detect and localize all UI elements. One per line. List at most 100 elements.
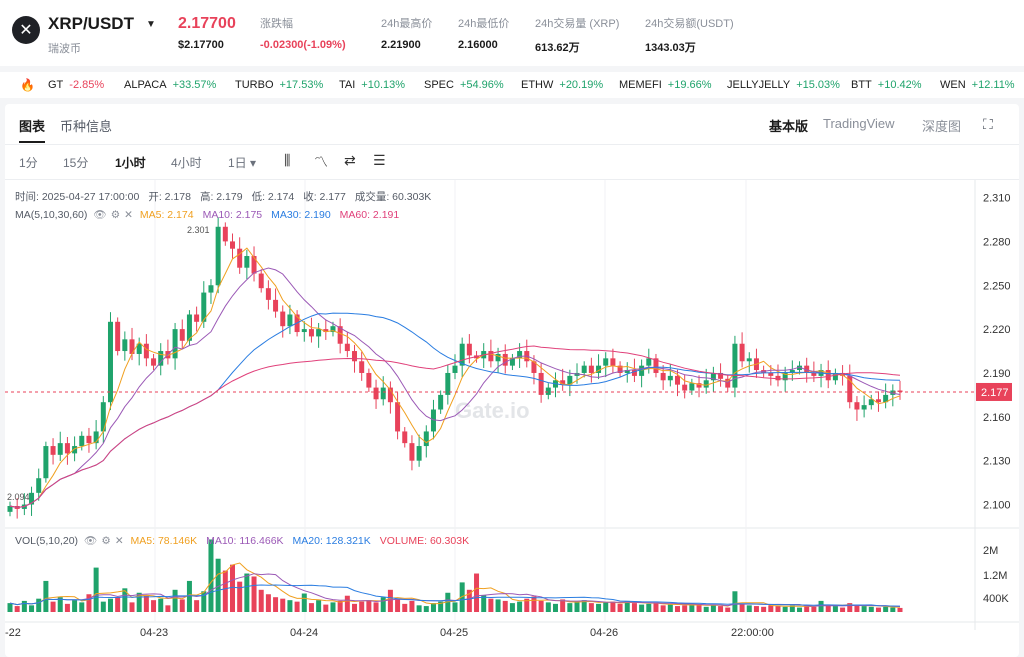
volume-bar — [797, 607, 803, 612]
time-tick-label: 22:00:00 — [731, 627, 774, 639]
candle-body — [158, 351, 164, 366]
price-tick-label: 2.160 — [983, 412, 1011, 424]
ticker-item[interactable]: SPEC +54.96% — [424, 79, 504, 91]
ticker-item[interactable]: GT -2.85% — [48, 79, 105, 91]
ma5-line — [9, 247, 901, 509]
high-marker-label: 2.301 — [187, 225, 210, 235]
candle-body — [237, 248, 243, 268]
view-tradingview[interactable]: TradingView — [823, 116, 895, 131]
ticker-item[interactable]: WEN +12.11% — [940, 79, 1015, 91]
volume-bar — [452, 602, 458, 612]
candle-body — [545, 387, 551, 395]
candle-body — [308, 329, 314, 337]
candle-type-icon[interactable]: ⫼ — [284, 152, 291, 168]
candle-body — [201, 292, 207, 322]
candle-body — [258, 273, 264, 289]
volume-bar — [552, 603, 558, 612]
candle-body — [897, 390, 903, 392]
candle-body — [868, 399, 874, 406]
candle-body — [452, 365, 458, 373]
view-basic[interactable]: 基本版 — [769, 119, 809, 134]
candle-body — [208, 285, 214, 293]
candle-body — [29, 492, 35, 505]
volume-bar — [7, 603, 13, 612]
candlestick-chart[interactable]: 2.310 2.280 2.250 2.220 2.190 2.160 2.130 2.100… — [5, 180, 1019, 657]
settings-icon[interactable]: ⚙ — [101, 535, 111, 547]
candle-body — [316, 329, 322, 337]
ticker-item[interactable]: TAI +10.13% — [339, 79, 406, 91]
candle-body — [603, 358, 609, 366]
volume-bar — [344, 595, 350, 612]
time-tick-label: -22 — [5, 627, 21, 639]
fullscreen-icon[interactable]: ⛶ — [983, 116, 993, 132]
volume-bar — [832, 606, 838, 612]
candle-body — [459, 343, 465, 366]
ticker-item[interactable]: TURBO +17.53% — [235, 79, 324, 91]
volume-bar — [151, 600, 157, 612]
interval-1h[interactable]: 1小时 — [115, 156, 146, 170]
ticker-item[interactable]: ETHW +20.19% — [521, 79, 604, 91]
settings-icon[interactable]: ⚙ — [110, 209, 121, 221]
eye-icon[interactable]: 👁 — [84, 535, 98, 547]
candle-body — [222, 226, 228, 242]
volume-bar — [402, 603, 408, 612]
candle-body — [804, 365, 810, 373]
volume-bar — [502, 600, 508, 612]
candle-body — [696, 383, 702, 388]
pair-dropdown-icon[interactable]: ▼ — [146, 19, 156, 30]
interval-1m[interactable]: 1分 — [19, 156, 38, 170]
candle-body — [890, 390, 896, 395]
view-depth[interactable]: 深度图 — [922, 119, 962, 134]
volume-bar — [617, 603, 623, 612]
candle-body — [624, 370, 630, 373]
interval-1d[interactable]: 1日 ▾ — [228, 156, 257, 170]
current-price-label: 2.177 — [981, 387, 1009, 399]
ticker-item[interactable]: JELLYJELLY +15.03% — [727, 79, 840, 91]
candle-body — [854, 402, 860, 410]
candle-body — [352, 351, 358, 362]
tab-chart[interactable]: 图表 — [19, 119, 46, 134]
volume-bar — [517, 601, 523, 612]
candle-body — [653, 358, 659, 373]
volume-tick-label: 400K — [983, 593, 1009, 605]
interval-15m[interactable]: 15分 — [63, 156, 89, 170]
candle-body — [531, 361, 537, 373]
candle-body — [409, 443, 415, 461]
ticker-item[interactable]: MEMEFI +19.66% — [619, 79, 712, 91]
compare-icon[interactable]: ⇄ — [344, 152, 356, 168]
volume-bar — [524, 598, 530, 612]
candle-body — [825, 370, 831, 381]
candle-body — [560, 380, 566, 385]
volume-bar — [21, 600, 27, 612]
volume-bar — [244, 573, 250, 612]
eye-icon[interactable]: 👁 — [93, 209, 107, 221]
settings-list-icon[interactable]: ☰ — [373, 152, 386, 168]
close-icon[interactable]: ✕ — [124, 209, 133, 221]
candle-body — [610, 358, 616, 366]
candle-body — [631, 370, 637, 376]
volume-bar — [352, 603, 358, 612]
volume-bar — [746, 605, 752, 612]
interval-4h[interactable]: 4小时 — [171, 156, 202, 170]
candle-body — [186, 314, 192, 341]
volume-bar — [775, 606, 781, 612]
tab-coin-info[interactable]: 币种信息 — [60, 119, 113, 134]
volume-bar — [57, 597, 63, 612]
volume-bar — [251, 576, 257, 612]
ticker-item[interactable]: ALPACA +33.57% — [124, 79, 217, 91]
volume-bar — [323, 604, 329, 612]
candle-body — [380, 387, 386, 400]
candle-body — [588, 365, 594, 373]
candle-body — [330, 326, 336, 333]
volume-bar — [237, 581, 243, 612]
xrp-logo-icon: ✕ — [12, 16, 40, 44]
pair-name[interactable]: XRP/USDT — [48, 14, 134, 33]
close-icon[interactable]: ✕ — [114, 535, 124, 547]
candle-body — [682, 384, 688, 391]
candle-body — [466, 343, 472, 356]
candle-body — [64, 443, 70, 454]
last-price: 2.17700 — [178, 15, 236, 32]
volume-bar — [840, 607, 846, 612]
indicator-icon[interactable]: 〽 — [314, 154, 328, 170]
ticker-item[interactable]: BTT +10.42% — [851, 79, 922, 91]
